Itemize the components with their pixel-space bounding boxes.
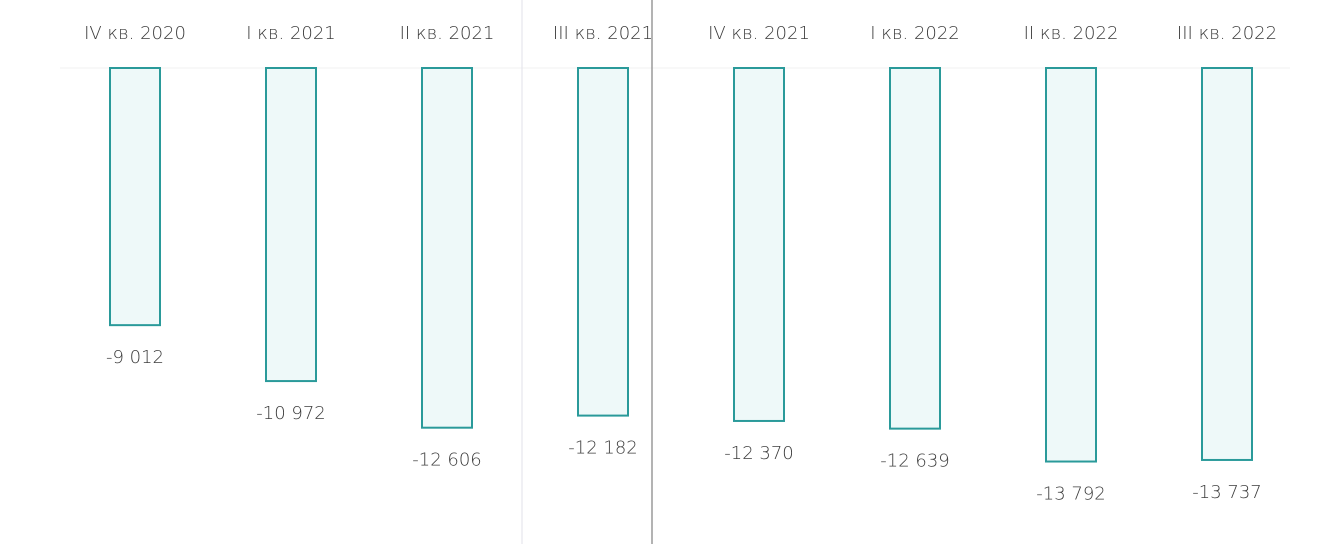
x-tick-label: II кв. 2022	[1024, 23, 1119, 44]
x-tick-label: I кв. 2021	[246, 23, 336, 44]
x-tick-label: IV кв. 2021	[708, 23, 810, 44]
x-tick-label: II кв. 2021	[400, 23, 495, 44]
value-label: -12 370	[724, 443, 793, 464]
x-tick-label: III кв. 2022	[1177, 23, 1277, 44]
value-label: -12 639	[880, 451, 949, 472]
bar	[265, 67, 317, 383]
x-tick-label: IV кв. 2020	[84, 23, 186, 44]
bar	[889, 67, 941, 430]
value-label: -12 182	[568, 438, 637, 459]
value-label: -10 972	[256, 403, 325, 424]
bar	[1201, 67, 1253, 461]
value-label: -13 792	[1036, 484, 1105, 505]
value-label: -9 012	[106, 347, 164, 368]
x-tick-label: I кв. 2022	[870, 23, 960, 44]
value-label: -12 606	[412, 450, 481, 471]
x-tick-label: III кв. 2021	[553, 23, 653, 44]
bar	[577, 67, 629, 417]
bar	[733, 67, 785, 422]
bar	[109, 67, 161, 327]
value-label: -13 737	[1192, 482, 1261, 503]
bar	[421, 67, 473, 429]
bar	[1045, 67, 1097, 463]
